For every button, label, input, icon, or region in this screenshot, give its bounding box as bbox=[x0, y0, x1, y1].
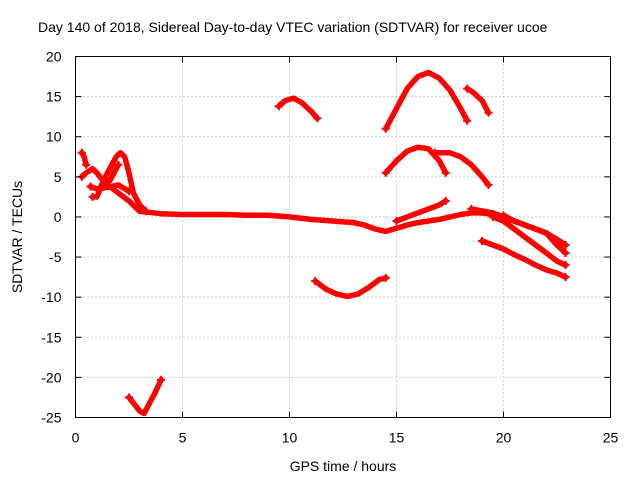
data-point-marker bbox=[467, 204, 476, 213]
plot-frame bbox=[75, 56, 611, 418]
track-arc-10h bbox=[276, 95, 321, 122]
data-point-marker bbox=[478, 237, 487, 246]
x-tick-label: 15 bbox=[389, 430, 405, 446]
y-tick-label: 10 bbox=[46, 129, 62, 145]
data-point-marker bbox=[125, 393, 133, 402]
y-tick-label: -20 bbox=[41, 369, 61, 385]
data-point-marker bbox=[463, 84, 472, 93]
data-point-marker bbox=[82, 160, 91, 169]
tick-layer: 0 5 10 15 20 25 -25 -20 -15 -10 -5 0 5 10 15 20 bbox=[41, 49, 618, 446]
track-dip-13h bbox=[312, 275, 389, 300]
x-tick-label: 20 bbox=[496, 430, 512, 446]
x-tick-label: 5 bbox=[179, 430, 187, 446]
track-hump-9 bbox=[383, 144, 449, 176]
track-tail-d bbox=[500, 212, 569, 248]
data-point-marker bbox=[463, 116, 472, 125]
data-point-marker bbox=[484, 108, 493, 117]
grid-layer bbox=[75, 56, 611, 418]
data-point-marker bbox=[114, 160, 123, 169]
track-tail-high bbox=[464, 85, 492, 116]
x-axis-label: GPS time / hours bbox=[290, 458, 397, 474]
data-point-marker bbox=[561, 261, 570, 270]
y-tick-label: -10 bbox=[41, 289, 61, 305]
data-point-marker bbox=[488, 212, 497, 221]
data-point-marker bbox=[381, 124, 390, 133]
track-early-mid bbox=[87, 182, 132, 195]
y-tick-label: -25 bbox=[41, 410, 61, 426]
data-point-marker bbox=[392, 216, 401, 225]
track-main-baseline bbox=[104, 182, 496, 235]
x-tick-label: 25 bbox=[603, 430, 619, 446]
track-low-dip bbox=[126, 377, 164, 417]
track-rise-mid bbox=[393, 198, 449, 224]
series-layer bbox=[77, 69, 570, 417]
chart-title: Day 140 of 2018, Sidereal Day-to-day VTE… bbox=[38, 19, 548, 35]
y-tick-label: 15 bbox=[46, 89, 62, 105]
data-point-marker bbox=[561, 249, 570, 258]
data-point-marker bbox=[561, 273, 570, 282]
data-point-marker bbox=[86, 182, 95, 191]
data-point-marker bbox=[142, 207, 151, 216]
x-tick-label: 0 bbox=[72, 430, 80, 446]
y-tick-label: 20 bbox=[46, 49, 62, 65]
x-tick-label: 10 bbox=[282, 430, 298, 446]
data-point-marker bbox=[441, 196, 450, 205]
track-tail-c bbox=[479, 238, 569, 280]
data-point-marker bbox=[561, 241, 570, 250]
y-tick-label: 0 bbox=[54, 209, 62, 225]
y-tick-label: -15 bbox=[41, 329, 61, 345]
data-point-marker bbox=[157, 375, 166, 384]
data-point-marker bbox=[431, 148, 440, 157]
track-ridge-18 bbox=[432, 150, 492, 188]
data-point-marker bbox=[441, 168, 450, 177]
data-point-marker bbox=[313, 114, 322, 123]
data-point-marker bbox=[499, 211, 508, 220]
track-hump-17 bbox=[383, 69, 470, 132]
data-point-marker bbox=[77, 148, 86, 157]
data-point-marker bbox=[311, 277, 320, 286]
y-tick-label: 5 bbox=[54, 169, 62, 185]
data-point-marker bbox=[381, 273, 390, 282]
data-point-marker bbox=[381, 168, 390, 177]
track-tail-b bbox=[490, 214, 569, 268]
y-axis-label: SDTVAR / TECUs bbox=[9, 181, 25, 293]
data-point-marker bbox=[88, 192, 97, 201]
data-point-marker bbox=[274, 102, 283, 111]
y-tick-label: -5 bbox=[49, 249, 62, 265]
data-point-marker bbox=[125, 187, 133, 196]
track-early-left bbox=[79, 162, 122, 186]
data-point-marker bbox=[484, 180, 493, 189]
track-early-hump bbox=[89, 150, 149, 215]
